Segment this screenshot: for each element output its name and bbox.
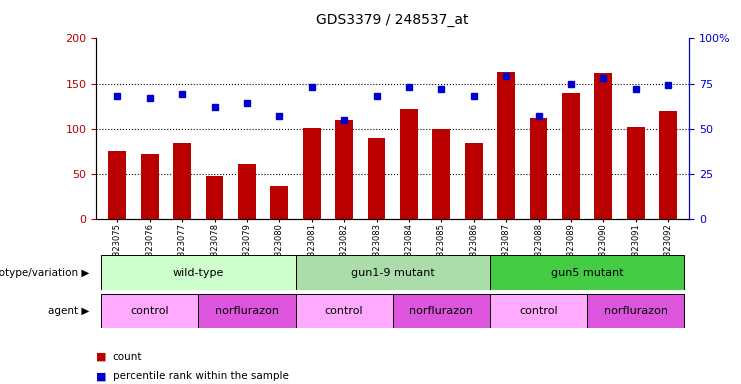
Text: ■: ■ — [96, 371, 107, 381]
Bar — [173, 143, 191, 219]
Bar — [659, 111, 677, 219]
Text: GDS3379 / 248537_at: GDS3379 / 248537_at — [316, 13, 469, 27]
Bar — [335, 120, 353, 219]
Bar — [238, 164, 256, 219]
Bar — [102, 255, 296, 290]
Text: gun5 mutant: gun5 mutant — [551, 268, 623, 278]
Bar — [393, 294, 490, 328]
Text: norflurazon: norflurazon — [215, 306, 279, 316]
Bar — [562, 93, 579, 219]
Bar — [296, 294, 393, 328]
Bar — [433, 129, 451, 219]
Text: norflurazon: norflurazon — [604, 306, 668, 316]
Bar — [108, 151, 126, 219]
Bar — [270, 186, 288, 219]
Bar — [368, 138, 385, 219]
Text: control: control — [325, 306, 363, 316]
Text: agent ▶: agent ▶ — [47, 306, 89, 316]
Text: gun1-9 mutant: gun1-9 mutant — [350, 268, 435, 278]
Text: count: count — [113, 352, 142, 362]
Bar — [141, 154, 159, 219]
Bar — [199, 294, 296, 328]
Bar — [303, 128, 321, 219]
Text: ■: ■ — [96, 352, 107, 362]
Bar — [400, 109, 418, 219]
Bar — [587, 294, 684, 328]
Text: wild-type: wild-type — [173, 268, 224, 278]
Bar — [465, 143, 482, 219]
Text: control: control — [519, 306, 558, 316]
Bar — [296, 255, 490, 290]
Bar — [497, 72, 515, 219]
Bar — [102, 294, 199, 328]
Bar — [530, 118, 548, 219]
Bar — [627, 127, 645, 219]
Text: control: control — [130, 306, 169, 316]
Bar — [206, 177, 224, 219]
Bar — [490, 294, 587, 328]
Bar — [490, 255, 684, 290]
Text: norflurazon: norflurazon — [409, 306, 473, 316]
Text: percentile rank within the sample: percentile rank within the sample — [113, 371, 288, 381]
Text: genotype/variation ▶: genotype/variation ▶ — [0, 268, 89, 278]
Bar — [594, 73, 612, 219]
